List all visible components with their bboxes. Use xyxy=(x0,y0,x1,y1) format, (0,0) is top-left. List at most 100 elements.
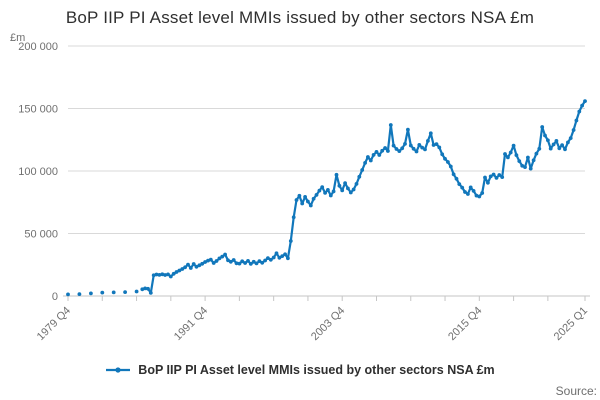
series-marker xyxy=(263,258,267,263)
series-marker xyxy=(306,199,310,204)
series-marker xyxy=(531,158,536,163)
series-marker xyxy=(548,146,553,151)
series-marker xyxy=(583,99,587,103)
series-marker xyxy=(503,152,507,156)
series-marker xyxy=(286,256,290,261)
series-marker xyxy=(200,261,205,266)
series-marker xyxy=(343,181,347,186)
series-marker xyxy=(331,189,336,194)
series-marker xyxy=(426,139,430,143)
series-marker xyxy=(460,185,465,190)
series-marker xyxy=(403,142,407,146)
series-marker xyxy=(377,153,382,157)
series-marker xyxy=(186,262,190,267)
series-marker xyxy=(291,215,296,220)
series-marker xyxy=(214,259,219,263)
x-tick-label: 2015 Q4 xyxy=(446,305,484,343)
series-marker xyxy=(294,198,299,202)
series-marker xyxy=(557,146,562,151)
series-marker xyxy=(420,145,425,150)
legend: BoP IIP PI Asset level MMIs issued by ot… xyxy=(0,363,600,377)
series-marker xyxy=(157,273,162,277)
series-marker xyxy=(560,143,564,148)
series-marker xyxy=(374,150,379,154)
series-marker xyxy=(237,261,242,266)
series-marker xyxy=(434,142,439,147)
series-marker xyxy=(277,255,282,260)
series-marker xyxy=(366,155,370,159)
series-marker xyxy=(428,131,433,136)
series-marker xyxy=(523,165,527,170)
series-marker xyxy=(154,272,159,277)
series-marker xyxy=(260,260,265,265)
legend-line-marker-icon xyxy=(106,367,131,373)
series-marker xyxy=(466,192,470,196)
series-marker xyxy=(437,145,442,150)
series-marker xyxy=(171,271,176,276)
series-marker xyxy=(334,172,339,177)
series-marker xyxy=(534,151,539,156)
series-marker xyxy=(471,189,476,193)
chart-svg: £m 0 50 000 100 000 150 000 200 000 1979 Q4 199… xyxy=(10,32,590,343)
series-marker xyxy=(288,239,293,243)
series-marker xyxy=(148,291,153,295)
series-marker xyxy=(174,270,179,274)
series-marker xyxy=(111,290,116,295)
series-marker xyxy=(240,259,245,264)
series-marker xyxy=(351,187,356,192)
series-marker xyxy=(226,258,230,263)
series-marker xyxy=(223,252,228,257)
series-marker xyxy=(197,263,202,268)
series-marker xyxy=(514,153,519,158)
series-marker xyxy=(337,183,342,188)
series-marker xyxy=(254,261,259,266)
series-marker xyxy=(517,159,522,164)
series-marker xyxy=(551,142,556,147)
series-marker xyxy=(528,166,533,171)
series-marker xyxy=(566,140,570,145)
series-marker xyxy=(360,168,365,172)
series-marker xyxy=(166,272,170,277)
series-marker xyxy=(246,259,250,263)
x-tick-label: 2025 Q1 xyxy=(552,305,590,343)
series-marker xyxy=(580,103,584,108)
series-marker xyxy=(320,185,325,190)
series-marker xyxy=(386,149,390,153)
series-marker xyxy=(440,152,445,157)
series-marker xyxy=(357,174,362,179)
legend-item[interactable]: BoP IIP PI Asset level MMIs issued by ot… xyxy=(105,363,495,377)
series-marker xyxy=(220,254,225,259)
series-marker xyxy=(326,188,330,192)
series-marker xyxy=(508,150,513,155)
series-marker xyxy=(163,273,168,277)
series-marker xyxy=(177,268,182,273)
series-marker xyxy=(251,259,256,264)
series-marker xyxy=(457,182,462,187)
series-marker xyxy=(511,143,516,148)
series-marker xyxy=(368,158,373,163)
series-marker xyxy=(454,176,459,181)
series-marker xyxy=(563,147,567,152)
series-marker xyxy=(577,109,582,114)
series-marker xyxy=(143,286,148,291)
series-marker xyxy=(194,264,199,269)
series-marker xyxy=(540,125,545,129)
series-marker xyxy=(494,176,499,180)
series-marker xyxy=(546,138,550,143)
series-marker xyxy=(183,265,188,270)
series-marker xyxy=(411,146,416,151)
source-label: Source: xyxy=(555,384,597,398)
series-marker xyxy=(297,193,302,198)
series-marker xyxy=(231,258,236,262)
series-marker xyxy=(346,186,350,191)
series-marker xyxy=(423,147,427,152)
series-marker xyxy=(274,251,279,256)
y-tick-label: 150 000 xyxy=(18,104,58,116)
series-marker xyxy=(394,147,399,151)
y-axis-unit-label: £m xyxy=(10,32,25,44)
series-marker xyxy=(443,156,447,161)
series-marker xyxy=(283,252,287,257)
series-marker xyxy=(300,201,305,206)
chart-title: BoP IIP PI Asset level MMIs issued by ot… xyxy=(65,8,535,27)
series-marker xyxy=(543,133,547,138)
